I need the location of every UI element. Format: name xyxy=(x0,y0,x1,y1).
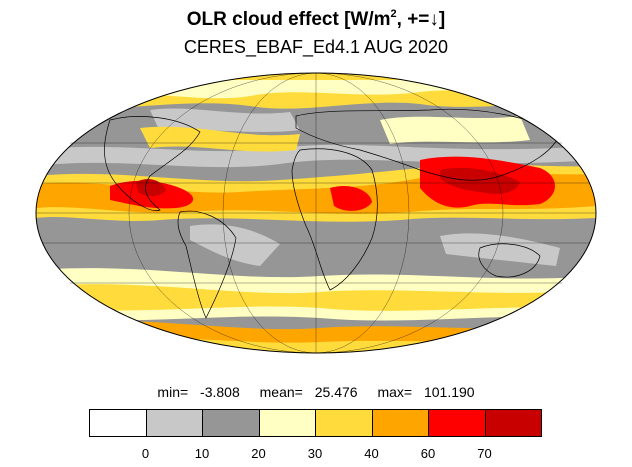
statistics-line: min= -3.808 mean= 25.476 max= 101.190 xyxy=(157,384,475,400)
colorbar-tick-label: 40 xyxy=(364,446,379,461)
colorbar-swatch xyxy=(145,409,203,437)
globe-outline xyxy=(35,72,597,354)
colorbar-swatch xyxy=(202,409,260,437)
map-title: OLR cloud effect [W/m2, +=↓] xyxy=(186,8,446,30)
world-map-mollweide xyxy=(35,72,597,354)
map-subtitle: CERES_EBAF_Ed4.1 AUG 2020 xyxy=(183,37,449,57)
colorbar-swatch xyxy=(484,409,542,437)
colorbar-tick-label: 60 xyxy=(420,446,436,461)
colorbar xyxy=(89,409,542,437)
colorbar-swatch xyxy=(89,409,147,437)
colorbar-swatch xyxy=(371,409,429,437)
colorbar-swatch xyxy=(258,409,316,437)
colorbar-tick-label: 70 xyxy=(477,446,492,461)
colorbar-tick-label: 20 xyxy=(251,446,266,461)
colorbar-tick-label: 10 xyxy=(194,446,210,461)
colorbar-swatch xyxy=(315,409,373,437)
colorbar-tick-label: 30 xyxy=(307,446,323,461)
colorbar-swatch xyxy=(428,409,486,437)
continent-outlines xyxy=(104,108,561,319)
colorbar-tick-label: 0 xyxy=(141,446,150,461)
